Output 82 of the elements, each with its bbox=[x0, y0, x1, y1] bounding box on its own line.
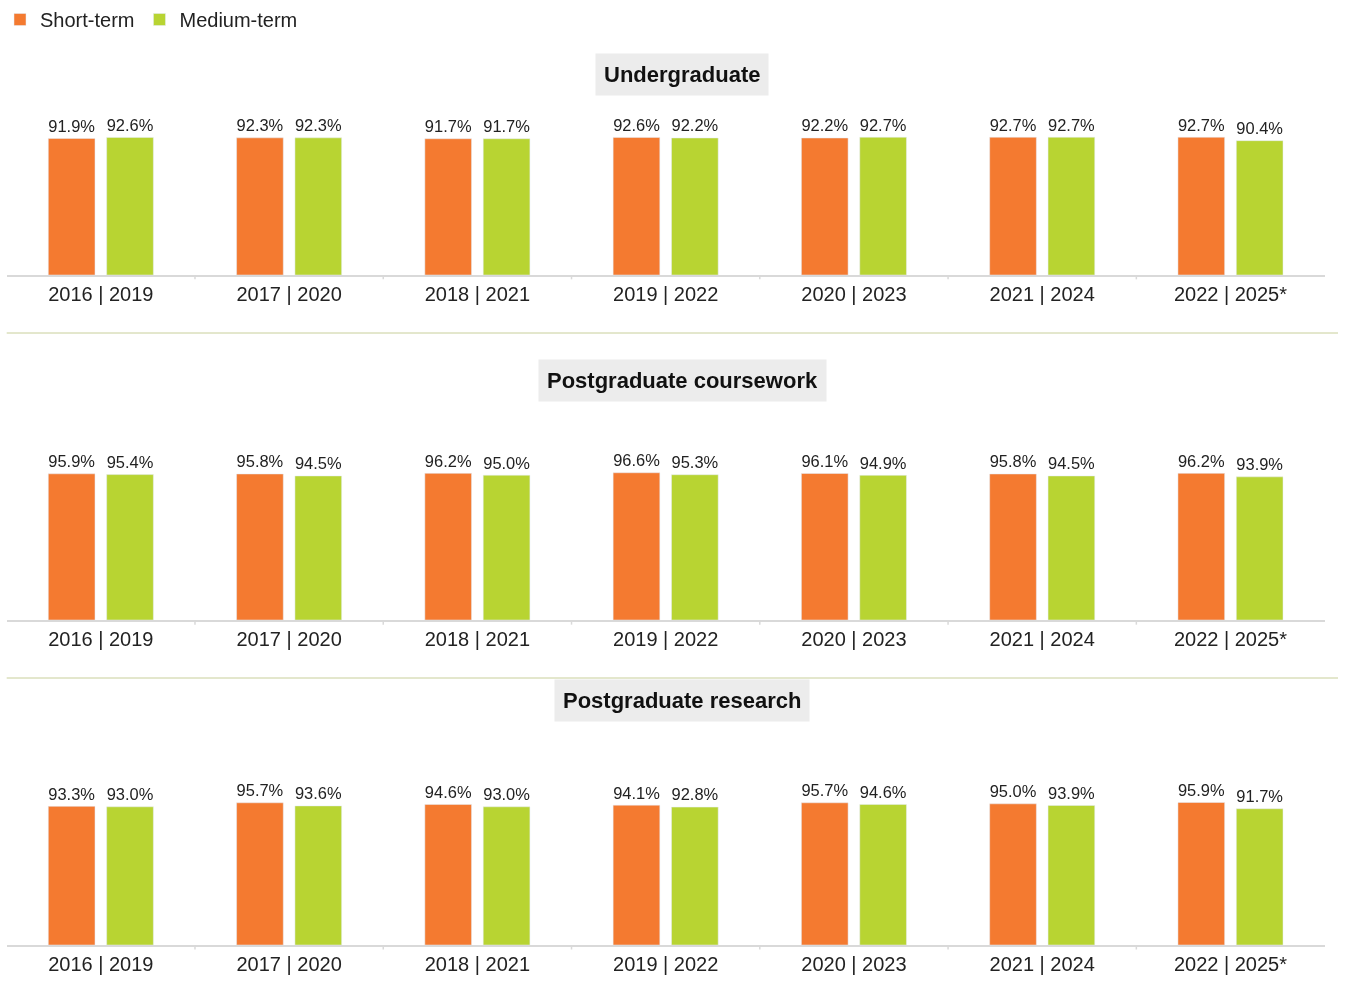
data-label: 92.3% bbox=[236, 116, 284, 135]
bar bbox=[1236, 808, 1284, 945]
data-label: 94.5% bbox=[1048, 454, 1096, 473]
data-label: 91.7% bbox=[483, 117, 531, 136]
data-label: 94.6% bbox=[859, 782, 907, 801]
data-label: 95.7% bbox=[801, 781, 849, 800]
x-tick-label: 2019 | 2022 bbox=[613, 283, 719, 305]
data-label: 95.3% bbox=[671, 453, 719, 472]
x-tick-label: 2016 | 2019 bbox=[48, 283, 154, 305]
x-tick-label: 2021 | 2024 bbox=[989, 628, 1095, 650]
bar bbox=[859, 804, 907, 945]
x-tick-label: 2018 | 2021 bbox=[424, 953, 531, 975]
bar bbox=[1047, 805, 1095, 945]
data-label: 93.6% bbox=[294, 784, 342, 803]
x-tick-label: 2017 | 2020 bbox=[236, 953, 342, 975]
data-label: 92.2% bbox=[801, 116, 849, 135]
legend-label: Medium-term bbox=[179, 9, 298, 32]
data-label: 93.9% bbox=[1048, 783, 1096, 802]
data-label: 95.8% bbox=[989, 452, 1037, 471]
chart-title: Postgraduate research bbox=[563, 688, 802, 713]
data-label: 94.9% bbox=[859, 453, 907, 472]
data-label: 92.3% bbox=[294, 116, 342, 135]
data-label: 95.8% bbox=[236, 452, 284, 471]
x-tick-label: 2022 | 2025* bbox=[1173, 283, 1288, 305]
x-tick-label: 2016 | 2019 bbox=[48, 628, 154, 650]
bar bbox=[294, 805, 342, 945]
x-tick-label: 2020 | 2023 bbox=[801, 953, 907, 975]
x-tick-label: 2022 | 2025* bbox=[1173, 953, 1288, 975]
bar bbox=[424, 804, 472, 945]
x-tick-label: 2020 | 2023 bbox=[801, 628, 907, 650]
bar bbox=[989, 803, 1037, 945]
x-tick-label: 2019 | 2022 bbox=[613, 953, 719, 975]
bar bbox=[106, 806, 154, 945]
data-label: 92.6% bbox=[613, 115, 661, 134]
data-label: 92.7% bbox=[989, 115, 1037, 134]
data-label: 95.4% bbox=[106, 452, 154, 471]
bar bbox=[612, 804, 661, 945]
data-label: 95.9% bbox=[48, 452, 96, 471]
data-label: 93.3% bbox=[48, 784, 96, 803]
data-label: 96.2% bbox=[424, 451, 472, 470]
x-tick-label: 2021 | 2024 bbox=[989, 283, 1095, 305]
bar bbox=[236, 802, 284, 945]
data-label: 93.0% bbox=[483, 785, 531, 804]
data-label: 95.9% bbox=[1177, 780, 1225, 799]
data-label: 95.0% bbox=[989, 782, 1037, 801]
data-label: 92.2% bbox=[671, 116, 719, 135]
chart-title: Undergraduate bbox=[604, 62, 761, 87]
data-label: 93.0% bbox=[106, 785, 154, 804]
chart-title: Postgraduate coursework bbox=[547, 368, 818, 393]
x-tick-label: 2017 | 2020 bbox=[236, 628, 342, 650]
data-label: 92.6% bbox=[106, 115, 154, 134]
x-tick-label: 2017 | 2020 bbox=[236, 283, 342, 305]
data-label: 91.7% bbox=[1236, 787, 1284, 806]
data-label: 95.7% bbox=[236, 781, 284, 800]
bar bbox=[1177, 802, 1225, 945]
x-tick-label: 2019 | 2022 bbox=[613, 628, 719, 650]
data-label: 94.6% bbox=[424, 782, 472, 801]
data-label: 92.8% bbox=[671, 785, 719, 804]
x-tick-label: 2021 | 2024 bbox=[989, 953, 1095, 975]
x-tick-label: 2018 | 2021 bbox=[424, 628, 531, 650]
data-label: 91.9% bbox=[48, 116, 96, 135]
data-label: 92.7% bbox=[1048, 115, 1096, 134]
data-label: 93.9% bbox=[1236, 455, 1284, 474]
data-label: 96.6% bbox=[613, 451, 661, 470]
x-tick-label: 2022 | 2025* bbox=[1173, 628, 1288, 650]
bar bbox=[48, 806, 96, 945]
data-label: 95.0% bbox=[483, 453, 531, 472]
x-tick-label: 2018 | 2021 bbox=[424, 283, 531, 305]
data-label: 90.4% bbox=[1236, 119, 1284, 138]
legend-label: Short-term bbox=[40, 9, 135, 32]
data-label: 92.7% bbox=[859, 115, 907, 134]
x-tick-label: 2016 | 2019 bbox=[48, 953, 154, 975]
bar bbox=[801, 802, 849, 945]
bar bbox=[482, 806, 531, 945]
x-tick-label: 2020 | 2023 bbox=[801, 283, 907, 305]
data-label: 96.1% bbox=[801, 451, 849, 470]
data-label: 92.7% bbox=[1177, 115, 1225, 134]
data-label: 91.7% bbox=[424, 117, 472, 136]
data-label: 96.2% bbox=[1177, 451, 1225, 470]
bar bbox=[671, 806, 719, 945]
data-label: 94.5% bbox=[294, 454, 342, 473]
data-label: 94.1% bbox=[613, 783, 661, 802]
